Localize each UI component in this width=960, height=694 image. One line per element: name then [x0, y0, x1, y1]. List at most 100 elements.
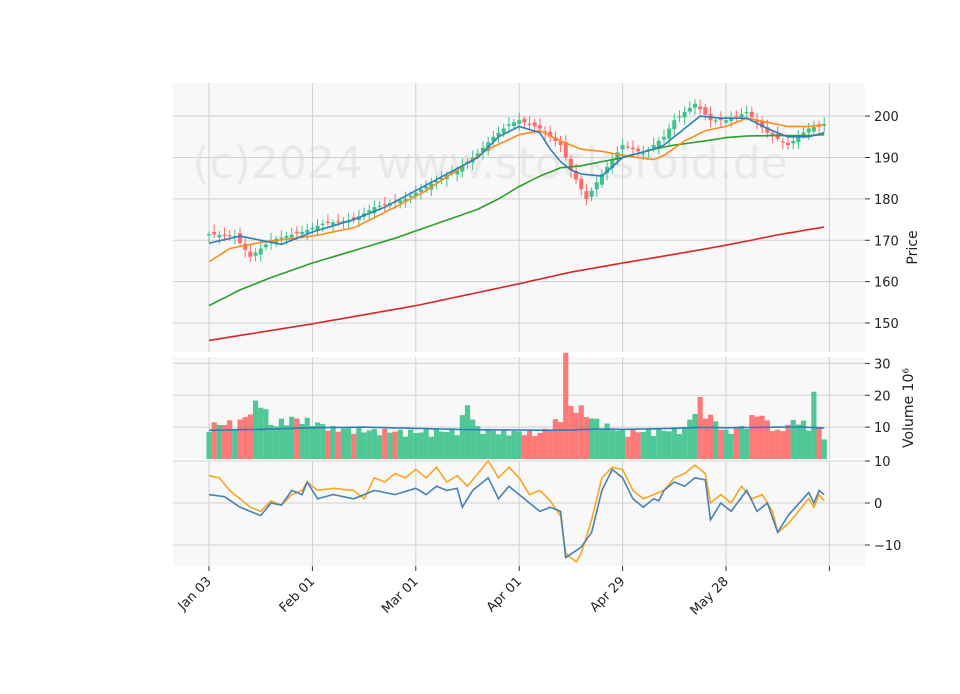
volume-bar [780, 431, 786, 459]
volume-bar [754, 416, 760, 459]
volume-tick-label: 30 [874, 357, 891, 372]
candle-body [377, 205, 382, 207]
candle-body [801, 132, 806, 135]
volume-bar [806, 430, 812, 459]
volume-bar [666, 431, 672, 459]
x-tick-label: Apr 29 [587, 574, 628, 615]
candle-body [522, 118, 527, 123]
volume-bar [227, 420, 233, 459]
candle-body [734, 115, 739, 117]
volume-bar [377, 435, 383, 459]
volume-bar [480, 433, 486, 459]
volume-bar [573, 412, 579, 459]
candle-body [310, 227, 315, 230]
volume-bar [635, 432, 641, 459]
candle-body [455, 169, 460, 175]
candle-body [739, 114, 744, 118]
volume-bar [273, 426, 279, 459]
volume-bar [563, 352, 569, 459]
candle-body [279, 237, 284, 239]
candle-body [615, 152, 620, 161]
volume-bar [749, 415, 755, 459]
volume-bar [516, 431, 522, 459]
candle-body [222, 234, 227, 236]
volume-bar [459, 415, 465, 459]
candle-body [770, 133, 775, 136]
candle-body [212, 231, 217, 235]
oscillator-main-line [208, 468, 825, 560]
volume-bar [738, 426, 745, 459]
volume-bar [423, 429, 429, 459]
candle-body [703, 107, 708, 115]
candle-body [589, 190, 594, 197]
volume-bar [728, 433, 734, 459]
volume-bar [475, 426, 481, 459]
candle-body [424, 186, 429, 189]
candle-body [744, 111, 749, 114]
volume-bar [588, 418, 595, 459]
volume-bar [397, 429, 403, 459]
volume-bar [733, 427, 739, 459]
volume-bar [289, 416, 295, 459]
oscillator-signal-line [208, 459, 825, 563]
candle-body [796, 136, 801, 143]
volume-bar [599, 429, 605, 459]
volume-bar [625, 436, 631, 459]
candle-body [207, 234, 211, 236]
volume-bar [392, 431, 398, 459]
candle-body [413, 192, 418, 197]
volume-bar [769, 431, 776, 459]
candle-body [372, 207, 377, 214]
candle-body [227, 235, 232, 237]
oscillator-tick-label: −10 [874, 539, 901, 554]
price-axis-label: Price [905, 230, 921, 264]
volume-bar [707, 414, 714, 459]
candle-body [243, 243, 248, 250]
volume-bar [594, 418, 600, 459]
volume-bar [216, 424, 222, 459]
volume-bar [335, 431, 341, 459]
candle-body [331, 222, 336, 225]
volume-bar [521, 435, 527, 459]
volume-bar [526, 430, 533, 459]
candle-body [398, 200, 403, 204]
volume-bar [687, 419, 693, 459]
price-tick-label: 200 [874, 110, 899, 125]
volume-average-line [208, 426, 825, 432]
candle-body [418, 189, 423, 193]
volume-bar [651, 436, 657, 459]
volume-bar [682, 426, 688, 459]
oscillator-tick-label: 10 [874, 455, 891, 470]
volume-bar [609, 430, 615, 459]
candle-body [284, 236, 289, 239]
candle-body [248, 251, 253, 257]
x-tick-label: Apr 01 [484, 574, 525, 615]
volume-bar [552, 419, 558, 459]
x-tick-label: Feb 01 [277, 574, 319, 616]
candle-body [532, 122, 537, 127]
volume-bar [408, 429, 414, 459]
volume-bar [247, 414, 253, 459]
volume-bar [511, 430, 517, 459]
candle-body [517, 120, 522, 124]
volume-bar [537, 432, 543, 459]
candle-body [667, 128, 672, 139]
volume-bar [294, 418, 300, 459]
candle-body [491, 136, 496, 142]
candle-body [506, 124, 511, 126]
candle-body [661, 136, 666, 140]
candle-body [811, 127, 816, 132]
volume-bar [439, 431, 445, 459]
volume-bar [692, 413, 698, 459]
volume-bar [713, 421, 719, 459]
candle-body [512, 122, 517, 127]
candle-body [672, 120, 677, 130]
candle-body [527, 123, 532, 125]
volume-bar [790, 419, 796, 459]
volume-bar [800, 420, 807, 459]
candle-body [651, 145, 656, 149]
volume-bar [413, 432, 419, 459]
candle-body [656, 140, 661, 147]
volume-bar [454, 435, 460, 459]
volume-bar [490, 430, 496, 459]
